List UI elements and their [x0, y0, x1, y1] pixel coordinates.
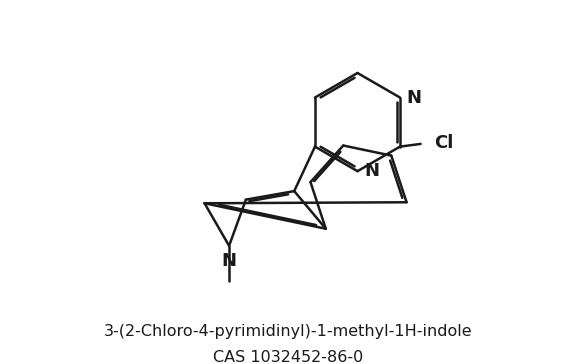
Text: N: N — [365, 162, 380, 180]
Text: 3-(2-Chloro-4-pyrimidinyl)-1-methyl-1H-indole: 3-(2-Chloro-4-pyrimidinyl)-1-methyl-1H-i… — [104, 324, 472, 339]
Text: Cl: Cl — [434, 134, 454, 152]
Text: N: N — [222, 252, 237, 270]
Text: CAS 1032452-86-0: CAS 1032452-86-0 — [213, 349, 363, 364]
Text: N: N — [407, 88, 422, 107]
